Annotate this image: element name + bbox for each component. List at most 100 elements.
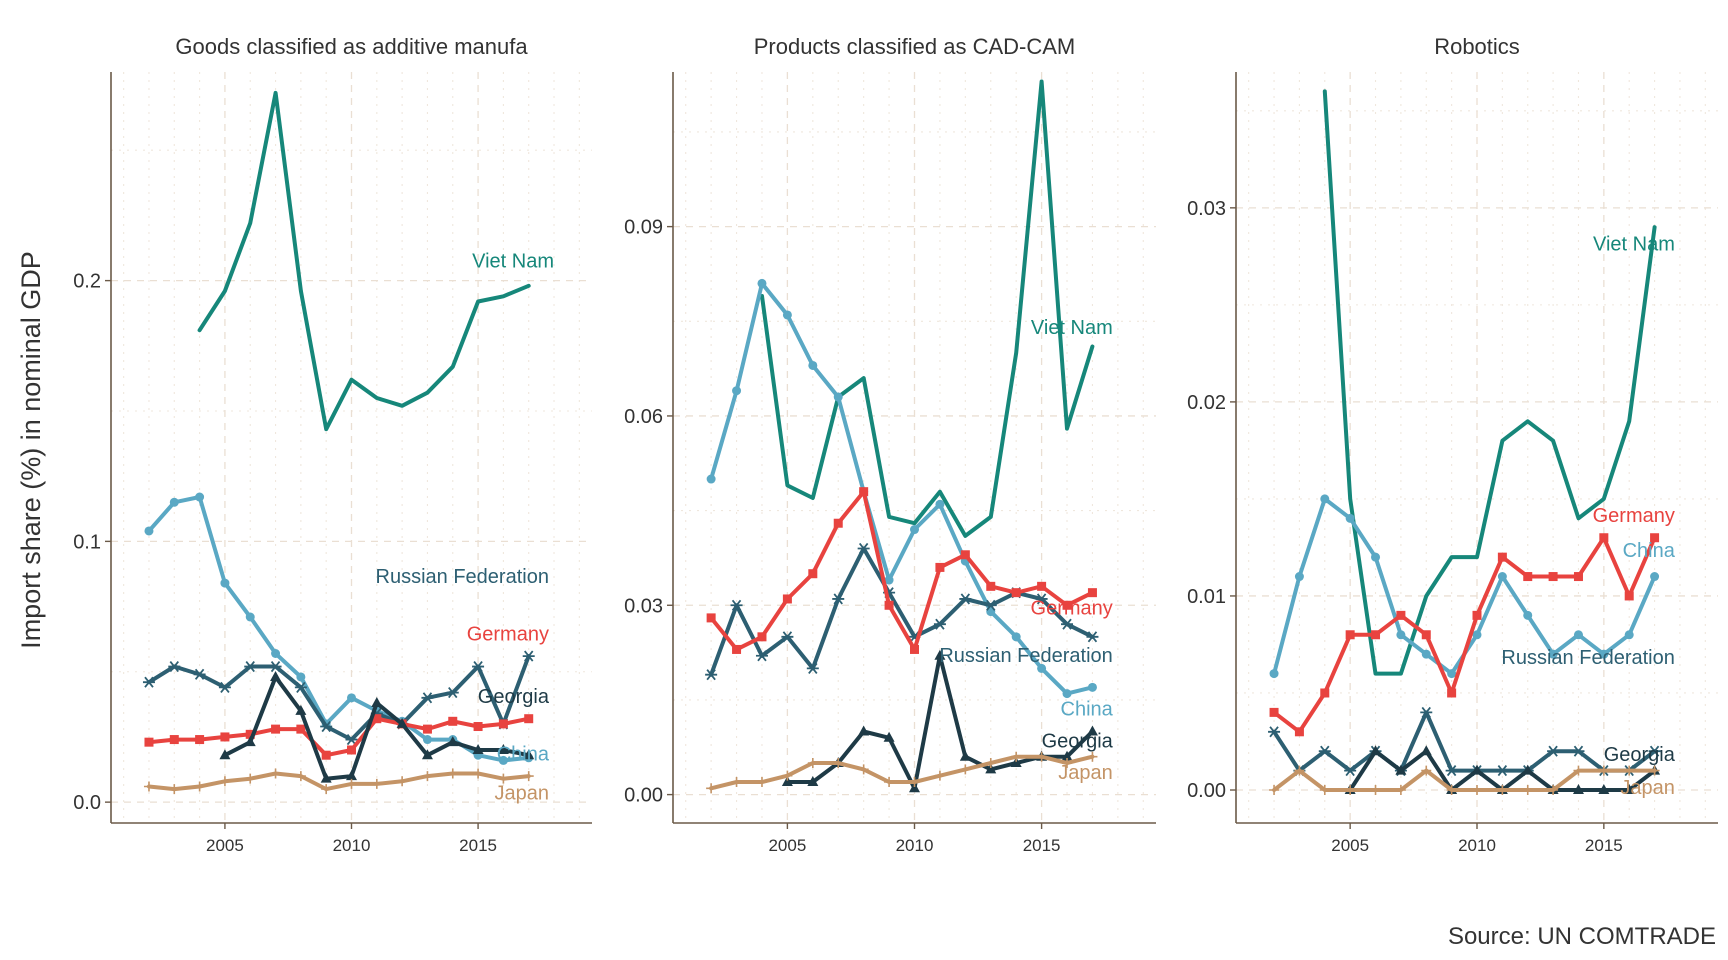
data-point-georgia: [985, 763, 997, 774]
data-point-russian-federation: [1445, 765, 1458, 777]
data-point-china: [833, 392, 843, 402]
source-caption: Source: UN COMTRADE: [1448, 923, 1716, 950]
x-tick-label: 2010: [1458, 836, 1496, 855]
data-point-japan: [219, 776, 230, 787]
panel-3: 2005 2010 2015 0.00 0.01 0.02 0.03 Robotics Viet…: [1187, 34, 1718, 855]
data-point-russian-federation: [1547, 745, 1560, 757]
data-point-germany: [1320, 688, 1330, 698]
panel-2: 2005 2010 2015 0.00 0.03 0.06 0.09 Products cla…: [624, 34, 1156, 855]
data-point-georgia: [396, 717, 408, 728]
series-label-russian-federation: Russian Federation: [939, 645, 1112, 667]
data-point-china: [220, 578, 230, 588]
data-point-japan: [1573, 765, 1584, 776]
y-tick-label: 0.01: [1187, 586, 1226, 608]
data-point-japan: [1421, 765, 1432, 776]
data-point-russian-federation: [730, 599, 743, 611]
data-point-georgia: [295, 704, 307, 715]
data-point-germany: [884, 600, 894, 610]
data-point-georgia: [1598, 784, 1610, 795]
series-line-viet-nam: [1322, 89, 1657, 676]
series-group: [142, 90, 535, 795]
data-point-germany: [1345, 630, 1355, 640]
data-point-russian-federation: [446, 687, 459, 699]
data-point-georgia: [1395, 764, 1407, 775]
data-point-georgia: [1572, 784, 1584, 795]
data-point-japan: [960, 764, 971, 775]
series-line-russian-federation: [1272, 710, 1657, 773]
y-tick-label: 0.06: [624, 406, 663, 428]
data-point-japan: [1522, 785, 1533, 796]
x-tick-label: 2015: [1023, 836, 1061, 855]
series-label-japan: Japan: [1058, 762, 1113, 784]
data-point-germany: [732, 644, 742, 654]
data-point-japan: [143, 781, 154, 792]
data-point-china: [1650, 572, 1660, 582]
data-point-germany: [986, 581, 996, 591]
data-point-germany: [220, 732, 230, 742]
data-point-japan: [1294, 765, 1305, 776]
data-point-germany: [1548, 572, 1558, 582]
data-point-japan: [169, 784, 180, 795]
data-point-georgia: [447, 736, 459, 747]
data-point-china: [910, 525, 919, 535]
data-point-germany: [1599, 533, 1609, 543]
data-point-georgia: [472, 743, 484, 754]
data-point-georgia: [371, 697, 383, 708]
data-point-russian-federation: [345, 733, 358, 746]
data-point-japan: [1649, 765, 1660, 776]
data-point-japan: [1011, 751, 1022, 762]
data-point-china: [1421, 649, 1431, 659]
y-tick-label: 0.2: [73, 271, 101, 293]
data-point-japan: [884, 776, 895, 787]
data-point-china: [1396, 630, 1406, 640]
series-line-russian-federation: [709, 546, 1095, 677]
data-point-japan: [245, 773, 256, 784]
data-point-japan: [371, 778, 382, 789]
data-point-georgia: [1623, 784, 1635, 795]
series-label-china: China: [497, 743, 550, 765]
data-point-japan: [1036, 751, 1047, 762]
data-point-russian-federation: [1344, 765, 1357, 777]
data-point-china: [169, 497, 179, 507]
data-point-china: [245, 612, 255, 622]
data-point-russian-federation: [142, 676, 155, 688]
data-point-germany: [372, 714, 382, 724]
series-line-viet-nam: [197, 90, 531, 432]
panel-title: Robotics: [1434, 34, 1520, 59]
series-label-viet-nam: Viet Nam: [1593, 234, 1675, 256]
data-point-japan: [270, 768, 281, 779]
data-point-russian-federation: [269, 660, 282, 673]
data-point-georgia: [421, 749, 433, 760]
data-point-japan: [934, 770, 945, 781]
data-point-japan: [1624, 765, 1635, 776]
data-point-china: [732, 386, 742, 396]
data-point-japan: [1395, 785, 1406, 796]
data-point-germany: [144, 737, 154, 747]
data-point-japan: [1598, 765, 1609, 776]
data-point-china: [1548, 649, 1558, 659]
data-point-japan: [1548, 785, 1559, 796]
data-point-china: [884, 575, 894, 585]
data-point-georgia: [1420, 745, 1432, 756]
data-point-germany: [833, 518, 843, 528]
data-point-russian-federation: [193, 668, 206, 680]
data-point-japan: [523, 771, 534, 782]
y-tick-label: 0.1: [73, 531, 101, 553]
series-label-russian-federation: Russian Federation: [1501, 647, 1674, 669]
y-tick-label: 0.00: [1187, 780, 1226, 802]
series-line-japan: [1272, 768, 1657, 792]
data-point-georgia: [858, 725, 870, 736]
data-point-germany: [296, 724, 306, 734]
data-point-germany: [910, 644, 919, 654]
data-point-japan: [473, 768, 484, 779]
x-tick-label: 2010: [333, 836, 371, 855]
data-point-russian-federation: [984, 599, 997, 611]
data-point-japan: [858, 764, 869, 775]
series-label-china: China: [1623, 540, 1676, 562]
data-point-georgia: [346, 770, 357, 781]
data-point-china: [1037, 663, 1047, 673]
data-point-china: [271, 649, 281, 659]
data-point-georgia: [883, 731, 895, 742]
data-point-germany: [1037, 581, 1047, 591]
data-point-germany: [1650, 533, 1660, 543]
